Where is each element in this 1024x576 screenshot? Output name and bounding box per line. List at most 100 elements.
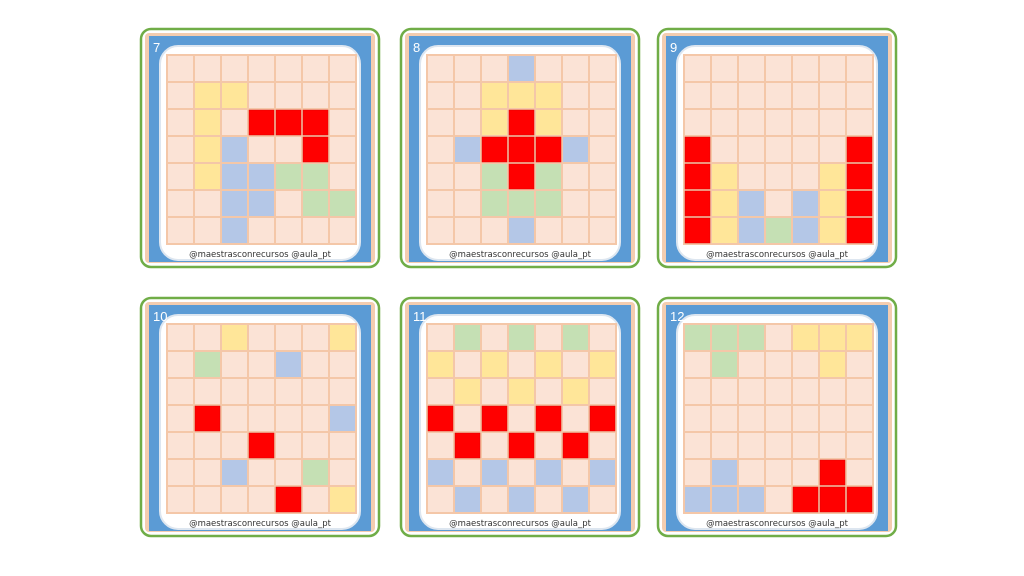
cell [820, 164, 845, 189]
cell [739, 487, 764, 512]
cell [249, 218, 274, 243]
cell [739, 56, 764, 81]
cell [563, 379, 588, 404]
cell [222, 379, 247, 404]
cell [249, 56, 274, 81]
cell [846, 217, 873, 244]
cell [428, 56, 453, 81]
cell [535, 136, 562, 163]
cell [482, 83, 507, 108]
cell [685, 460, 710, 485]
cell [482, 487, 507, 512]
cell [685, 379, 710, 404]
cell [508, 163, 535, 190]
cell [482, 433, 507, 458]
cell [276, 433, 301, 458]
cell [563, 83, 588, 108]
cell [455, 83, 480, 108]
cell [249, 325, 274, 350]
cell [482, 191, 507, 216]
cell [276, 406, 301, 431]
cell [847, 325, 872, 350]
cell [303, 487, 328, 512]
cell [303, 460, 328, 485]
cell [168, 460, 193, 485]
cell [481, 405, 508, 432]
cell [195, 83, 220, 108]
cell [509, 56, 534, 81]
cell [222, 460, 247, 485]
cell [249, 460, 274, 485]
cell [195, 325, 220, 350]
cell [249, 487, 274, 512]
cell [820, 406, 845, 431]
cell [712, 83, 737, 108]
cell [509, 83, 534, 108]
cell [303, 164, 328, 189]
credit: @maestrasconrecursos @aula_pt [706, 250, 849, 260]
cell [739, 218, 764, 243]
cell [455, 487, 480, 512]
cell [536, 460, 561, 485]
cell [303, 406, 328, 431]
cell [819, 459, 846, 486]
cell [509, 352, 534, 377]
cell [820, 110, 845, 135]
cell [766, 218, 791, 243]
cell [168, 110, 193, 135]
cell [766, 487, 791, 512]
cell [563, 487, 588, 512]
cell [168, 83, 193, 108]
cell [766, 164, 791, 189]
cell [168, 137, 193, 162]
cell [168, 56, 193, 81]
cell [482, 379, 507, 404]
cell [712, 164, 737, 189]
cell [222, 110, 247, 135]
cell [330, 218, 355, 243]
cell [222, 137, 247, 162]
cell [302, 136, 329, 163]
cell [330, 352, 355, 377]
card-number: 12 [670, 309, 684, 324]
cell [590, 191, 615, 216]
cell [428, 325, 453, 350]
cell [590, 325, 615, 350]
cell [222, 325, 247, 350]
cell [712, 325, 737, 350]
card: 11 @maestrasconrecursos @aula_pt [399, 296, 641, 538]
cell [846, 163, 873, 190]
cell [739, 379, 764, 404]
cell [303, 56, 328, 81]
cell [685, 56, 710, 81]
cell [195, 164, 220, 189]
cell [222, 352, 247, 377]
cell [482, 460, 507, 485]
cell [847, 406, 872, 431]
cell [739, 325, 764, 350]
cell [276, 83, 301, 108]
cell [455, 218, 480, 243]
cell [481, 136, 508, 163]
cell [793, 164, 818, 189]
cell [482, 110, 507, 135]
cell [712, 352, 737, 377]
cell [820, 325, 845, 350]
cell [685, 352, 710, 377]
cell [563, 352, 588, 377]
cell [428, 379, 453, 404]
cell [455, 406, 480, 431]
cell [766, 379, 791, 404]
cell [685, 83, 710, 108]
cell [563, 218, 588, 243]
cell [712, 218, 737, 243]
cell [168, 379, 193, 404]
cell [563, 56, 588, 81]
cell [793, 406, 818, 431]
cell [793, 83, 818, 108]
cell [509, 191, 534, 216]
cell [685, 406, 710, 431]
cell [455, 56, 480, 81]
cell [428, 164, 453, 189]
